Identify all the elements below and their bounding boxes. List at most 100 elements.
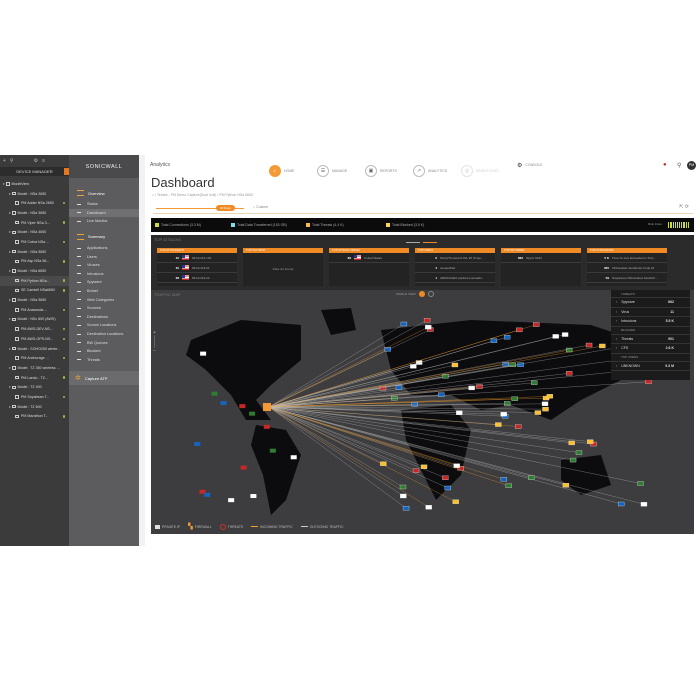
- stat-item[interactable]: Total Connections (3.3 M): [155, 223, 201, 227]
- country-flag-icon[interactable]: [534, 410, 542, 415]
- country-flag-icon[interactable]: [599, 343, 606, 349]
- country-flag-icon[interactable]: [290, 455, 297, 460]
- tree-item[interactable]: SE Camtell NSa6650: [0, 286, 69, 296]
- summary-row[interactable]: ▪ Threats 901: [611, 335, 690, 344]
- country-flag-icon[interactable]: [516, 327, 523, 333]
- tree-item[interactable]: PM Marathon T...: [0, 412, 69, 422]
- country-flag-icon[interactable]: [569, 457, 577, 463]
- country-flag-icon[interactable]: [211, 391, 218, 396]
- country-flag-icon[interactable]: [411, 402, 418, 407]
- country-flag-icon[interactable]: [453, 463, 460, 468]
- country-flag-icon[interactable]: [423, 318, 431, 323]
- tree-item[interactable]: PM Python NSa...: [0, 275, 69, 286]
- tree-item[interactable]: ▾ Model : NSa 5650: [9, 249, 47, 254]
- country-flag-icon[interactable]: [456, 410, 463, 415]
- console-button[interactable]: ⚙ CONSOLE: [517, 162, 543, 169]
- country-flag-icon[interactable]: [444, 485, 451, 491]
- nav-item[interactable]: Users: [69, 252, 139, 261]
- nav-item[interactable]: BW Queues: [69, 338, 139, 347]
- country-flag-icon[interactable]: [442, 374, 449, 379]
- country-flag-icon[interactable]: [468, 385, 475, 391]
- list-icon[interactable]: ≡: [42, 158, 45, 164]
- summary-row[interactable]: ▪ UNKNOWN 9.3 M: [611, 362, 690, 371]
- stat-item[interactable]: Total Data Transferred (153 GB): [231, 223, 287, 227]
- zoom-control[interactable]: + │ │ −: [153, 330, 157, 354]
- custom-radio[interactable]: ○ Custom: [253, 205, 269, 209]
- nav-item[interactable]: Source Locations: [69, 321, 139, 330]
- add-icon[interactable]: +: [3, 158, 6, 164]
- card-row[interactable]: 862 Spyze 9103: [501, 253, 581, 263]
- nav-item[interactable]: Botnet: [69, 287, 139, 296]
- settings-icon[interactable]: ⚙: [33, 158, 39, 164]
- stat-item[interactable]: Total Blocked (3.5 K): [386, 223, 424, 227]
- tree-item[interactable]: PM Lando - TZ...: [0, 373, 69, 383]
- country-flag-icon[interactable]: [575, 450, 583, 455]
- world-view-radio[interactable]: [418, 291, 425, 297]
- nav-item[interactable]: Threats: [69, 356, 139, 365]
- time-range-slider[interactable]: 30 Days ○ Custom ⇱ ⟳: [153, 204, 693, 214]
- country-flag-icon[interactable]: [400, 493, 407, 499]
- tree-item[interactable]: ▾ Model : NSa 9650: [9, 298, 47, 303]
- traffic-map[interactable]: TRAFFIC MAP WORLD VIEW + │ │ − THREATS ▪ Spyw…: [151, 290, 694, 534]
- tree-item[interactable]: ▾ Model : TZ 350 wireless ...: [9, 365, 60, 370]
- country-flag-icon[interactable]: [402, 506, 410, 511]
- nav-item[interactable]: Intrusions: [69, 270, 139, 279]
- country-flag-icon[interactable]: [200, 351, 207, 356]
- country-flag-icon[interactable]: [380, 461, 387, 466]
- tree-item[interactable]: ▾ Model : NSa 6650: [9, 269, 47, 274]
- country-flag-icon[interactable]: [640, 502, 648, 507]
- country-flag-icon[interactable]: [379, 386, 387, 391]
- tree-item[interactable]: PM Viper NSa 3...: [0, 218, 69, 228]
- nav-summary[interactable]: Summary: [69, 230, 139, 244]
- country-flag-icon[interactable]: [503, 334, 511, 340]
- tab-reports[interactable]: ▣ REPORTS: [365, 165, 397, 177]
- tab-investigate[interactable]: ◎ INVESTIGATE: [461, 165, 499, 177]
- country-flag-icon[interactable]: [552, 334, 559, 339]
- country-flag-icon[interactable]: [239, 404, 246, 409]
- card-row[interactable]: 305 Obfuscated JavaScript Code 94: [587, 263, 667, 273]
- summary-row[interactable]: ▪ Spyware 862: [611, 298, 690, 308]
- tree-item[interactable]: ▾ Model : TZ 400: [9, 385, 42, 390]
- country-flag-icon[interactable]: [590, 441, 597, 447]
- card-row[interactable]: 6 Script/Trenscerd AVL 25 (Troja...: [415, 253, 495, 263]
- country-flag-icon[interactable]: [204, 492, 211, 497]
- card-row[interactable]: 1 ARMAXGEO packed executabl...: [415, 273, 495, 283]
- country-flag-icon[interactable]: [505, 483, 512, 488]
- country-flag-icon[interactable]: [542, 406, 549, 412]
- country-flag-icon[interactable]: [476, 384, 483, 389]
- world-view-toggle[interactable]: WORLD VIEW: [396, 291, 434, 297]
- country-flag-icon[interactable]: [240, 465, 247, 470]
- country-flag-icon[interactable]: [531, 380, 538, 385]
- nav-item[interactable]: Blocked: [69, 347, 139, 356]
- country-flag-icon[interactable]: [457, 466, 464, 471]
- country-flag-icon[interactable]: [249, 411, 256, 416]
- stat-item[interactable]: Total Threats (4.4 K): [306, 223, 344, 227]
- nav-item[interactable]: Viruses: [69, 261, 139, 270]
- country-flag-icon[interactable]: [425, 505, 432, 510]
- country-flag-icon[interactable]: [645, 379, 652, 384]
- nav-item[interactable]: Destinations: [69, 313, 139, 322]
- summary-row[interactable]: ▪ Intrusions 5.5 K: [611, 317, 690, 327]
- tab-home[interactable]: ⌂ HOME: [269, 165, 295, 177]
- tree-item[interactable]: PM Adder NSa 2650: [0, 198, 69, 208]
- country-flag-icon[interactable]: [541, 401, 549, 406]
- country-flag-icon[interactable]: [452, 499, 459, 504]
- tree-item[interactable]: ▾ Model : SOHO250 wirele...: [9, 346, 61, 351]
- country-flag-icon[interactable]: [504, 401, 511, 406]
- country-flag-icon[interactable]: [587, 439, 594, 444]
- card-row[interactable]: 38 99.64.219.22: [157, 273, 237, 283]
- card-row[interactable]: 5 K Time-To-Live Exceeded in Tran...: [587, 253, 667, 263]
- country-flag-icon[interactable]: [490, 338, 498, 343]
- country-flag-icon[interactable]: [412, 468, 420, 473]
- slider-thumb[interactable]: 30 Days: [216, 205, 235, 211]
- country-flag-icon[interactable]: [500, 477, 508, 482]
- country-flag-icon[interactable]: [511, 396, 518, 401]
- nav-item[interactable]: Dashboard: [69, 208, 139, 218]
- country-flag-icon[interactable]: [438, 392, 445, 397]
- alt-view-radio[interactable]: [427, 291, 434, 297]
- firewall-marker-icon[interactable]: [263, 403, 271, 411]
- country-flag-icon[interactable]: [400, 321, 408, 327]
- nav-item[interactable]: Sources: [69, 304, 139, 313]
- tree-item[interactable]: ▾ Model : NSa 2650: [9, 191, 47, 196]
- home-icon[interactable]: ⌂: [152, 193, 155, 197]
